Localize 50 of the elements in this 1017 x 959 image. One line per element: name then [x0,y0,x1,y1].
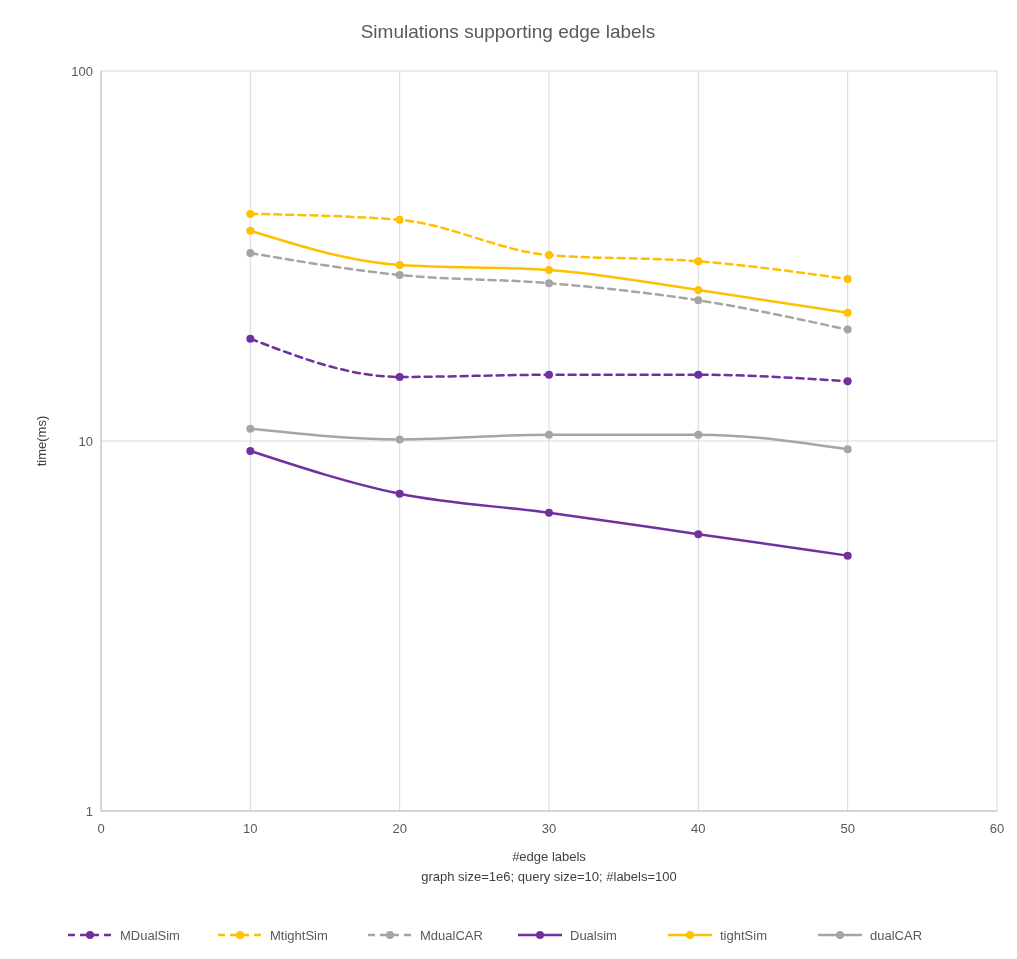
point [545,370,553,379]
x-tick-label: 0 [97,821,105,836]
point [694,370,703,379]
legend-label: tightSim [720,928,767,943]
point [843,445,852,454]
point [545,279,553,288]
point [545,265,553,274]
x-tick-label: 10 [243,821,258,836]
point [246,249,255,258]
point [545,430,553,439]
legend-label: MtightSim [270,928,328,943]
legend-label: dualCAR [870,928,923,943]
point [246,334,255,343]
point [694,430,703,439]
x-tick-label: 30 [541,821,557,836]
point [395,270,404,279]
point [395,215,404,224]
x-axis-title: #edge labels [512,849,587,864]
point [395,489,404,498]
point [246,226,255,235]
y-axis-title: time(ms) [34,415,49,467]
chart-title: Simulations supporting edge labels [360,21,656,42]
point [545,508,553,517]
y-tick-label: 100 [71,64,93,79]
x-tick-label: 60 [989,821,1005,836]
x-tick-label: 20 [392,821,407,836]
point [545,251,553,260]
point [246,446,255,455]
x-tick-label: 50 [840,821,855,836]
point [395,372,404,381]
point [843,308,852,317]
point [694,285,703,294]
x-tick-label: 40 [691,821,706,836]
text: graph size=1e6; query size=10; #labels=100 [421,869,677,884]
point [246,209,255,218]
legend-label: MdualCAR [420,928,483,943]
point [395,261,404,269]
point [843,325,852,334]
point [395,435,404,444]
legend-label: Dualsim [570,928,617,943]
point [694,296,703,305]
y-tick-label: 10 [78,434,93,449]
point [843,275,852,284]
point [694,530,703,539]
point [843,377,852,386]
point [694,257,703,266]
y-tick-label: 1 [85,804,93,819]
point [843,551,852,560]
legend-label: MDualSim [120,928,180,943]
point [246,424,255,433]
